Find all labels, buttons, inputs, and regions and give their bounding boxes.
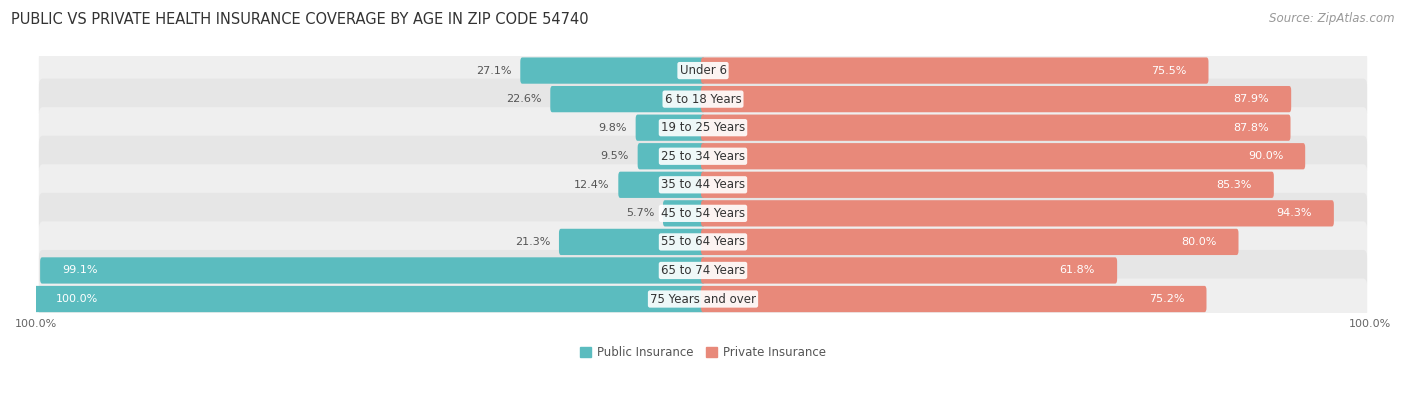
FancyBboxPatch shape xyxy=(702,229,1239,255)
FancyBboxPatch shape xyxy=(636,114,704,141)
Text: PUBLIC VS PRIVATE HEALTH INSURANCE COVERAGE BY AGE IN ZIP CODE 54740: PUBLIC VS PRIVATE HEALTH INSURANCE COVER… xyxy=(11,12,589,27)
FancyBboxPatch shape xyxy=(39,164,1367,205)
Text: 6 to 18 Years: 6 to 18 Years xyxy=(665,93,741,106)
FancyBboxPatch shape xyxy=(41,257,704,284)
Text: 22.6%: 22.6% xyxy=(506,94,541,104)
FancyBboxPatch shape xyxy=(702,57,1209,84)
FancyBboxPatch shape xyxy=(34,286,704,312)
Text: 65 to 74 Years: 65 to 74 Years xyxy=(661,264,745,277)
Text: 75 Years and over: 75 Years and over xyxy=(650,292,756,306)
FancyBboxPatch shape xyxy=(702,172,1274,198)
FancyBboxPatch shape xyxy=(550,86,704,112)
FancyBboxPatch shape xyxy=(39,50,1367,91)
Text: 99.1%: 99.1% xyxy=(62,266,97,275)
FancyBboxPatch shape xyxy=(520,57,704,84)
FancyBboxPatch shape xyxy=(702,286,1206,312)
FancyBboxPatch shape xyxy=(39,221,1367,263)
Text: 27.1%: 27.1% xyxy=(477,66,512,76)
FancyBboxPatch shape xyxy=(664,200,704,226)
FancyBboxPatch shape xyxy=(702,200,1334,226)
Text: 75.5%: 75.5% xyxy=(1152,66,1187,76)
Text: 80.0%: 80.0% xyxy=(1181,237,1216,247)
Text: 75.2%: 75.2% xyxy=(1149,294,1184,304)
FancyBboxPatch shape xyxy=(702,143,1305,169)
FancyBboxPatch shape xyxy=(560,229,704,255)
Legend: Public Insurance, Private Insurance: Public Insurance, Private Insurance xyxy=(575,342,831,364)
FancyBboxPatch shape xyxy=(39,136,1367,177)
Text: 55 to 64 Years: 55 to 64 Years xyxy=(661,235,745,248)
Text: 85.3%: 85.3% xyxy=(1216,180,1251,190)
Text: 25 to 34 Years: 25 to 34 Years xyxy=(661,150,745,163)
FancyBboxPatch shape xyxy=(638,143,704,169)
FancyBboxPatch shape xyxy=(702,114,1291,141)
Text: 90.0%: 90.0% xyxy=(1247,151,1284,161)
FancyBboxPatch shape xyxy=(39,78,1367,120)
Text: 61.8%: 61.8% xyxy=(1060,266,1095,275)
FancyBboxPatch shape xyxy=(39,193,1367,234)
Text: 12.4%: 12.4% xyxy=(574,180,610,190)
Text: 9.8%: 9.8% xyxy=(599,123,627,133)
Text: 5.7%: 5.7% xyxy=(626,208,654,218)
FancyBboxPatch shape xyxy=(39,278,1367,320)
Text: 21.3%: 21.3% xyxy=(515,237,550,247)
FancyBboxPatch shape xyxy=(702,86,1291,112)
Text: 19 to 25 Years: 19 to 25 Years xyxy=(661,121,745,134)
FancyBboxPatch shape xyxy=(619,172,704,198)
Text: 45 to 54 Years: 45 to 54 Years xyxy=(661,207,745,220)
FancyBboxPatch shape xyxy=(702,257,1118,284)
Text: Under 6: Under 6 xyxy=(679,64,727,77)
Text: 9.5%: 9.5% xyxy=(600,151,628,161)
Text: 87.8%: 87.8% xyxy=(1233,123,1268,133)
Text: 87.9%: 87.9% xyxy=(1233,94,1270,104)
Text: Source: ZipAtlas.com: Source: ZipAtlas.com xyxy=(1270,12,1395,25)
Text: 94.3%: 94.3% xyxy=(1277,208,1312,218)
FancyBboxPatch shape xyxy=(39,107,1367,148)
Text: 100.0%: 100.0% xyxy=(56,294,98,304)
FancyBboxPatch shape xyxy=(39,250,1367,291)
Text: 35 to 44 Years: 35 to 44 Years xyxy=(661,178,745,191)
